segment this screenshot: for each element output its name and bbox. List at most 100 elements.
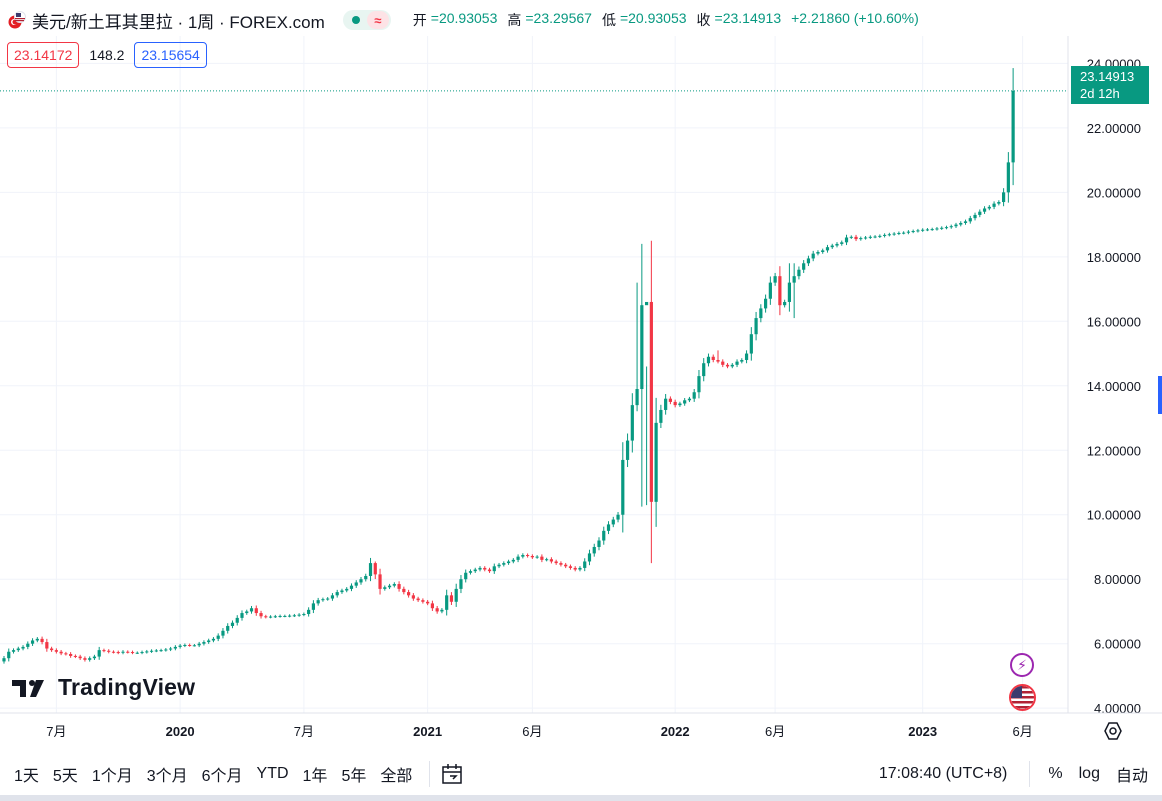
candle-body — [440, 609, 444, 612]
candle-body — [554, 561, 558, 564]
candle-body — [892, 233, 896, 235]
candle-body — [54, 650, 58, 652]
candle-body — [111, 651, 116, 653]
candle-body — [126, 651, 130, 653]
candle-body — [630, 405, 634, 441]
candle-body — [116, 652, 120, 654]
candle-body — [426, 601, 430, 604]
range-1m-button[interactable]: 1个月 — [91, 768, 133, 785]
x-tick-label: 7月 — [294, 724, 314, 739]
candle-body — [454, 588, 458, 602]
candle-body — [497, 564, 501, 567]
close-label: 收 — [696, 12, 711, 28]
range-6m-button[interactable]: 6个月 — [201, 768, 243, 785]
candle-body — [625, 440, 630, 460]
range-1d-button[interactable]: 1天 — [14, 768, 39, 785]
candle-body — [259, 613, 263, 617]
market-open-icon — [345, 11, 367, 29]
candle-body — [478, 567, 482, 570]
us-flag-icon[interactable] — [1009, 684, 1036, 711]
timezone-clock[interactable]: 17:08:40 (UTC+8) — [878, 765, 1008, 782]
symbol-title[interactable]: 美元/新土耳其里拉 · 1周 · FOREX.com — [32, 12, 325, 32]
range-5d-button[interactable]: 5天 — [52, 768, 78, 785]
candle-body — [721, 361, 725, 365]
candle-body — [821, 250, 825, 252]
candle-body — [811, 253, 815, 259]
candle-body — [768, 282, 772, 299]
auto-scale-button[interactable]: 自动 — [1115, 768, 1148, 785]
candle-body — [21, 646, 25, 649]
candle-body — [97, 650, 101, 657]
candle-body — [335, 592, 339, 596]
candle-body — [445, 595, 449, 610]
candle-body — [925, 229, 930, 231]
candle-body — [687, 398, 692, 401]
candle-body — [483, 567, 487, 570]
sell-price-button[interactable]: 23.14172 — [7, 42, 80, 68]
candle-body — [69, 654, 73, 656]
candle-body — [673, 401, 677, 406]
market-status-pill[interactable]: ≈ — [342, 10, 391, 30]
candle-body — [678, 403, 682, 406]
log-scale-button[interactable]: log — [1078, 765, 1100, 782]
range-all-button[interactable]: 全部 — [380, 768, 413, 785]
candle-body — [88, 658, 92, 660]
candle-body — [1011, 90, 1015, 163]
side-panel-handle[interactable] — [1158, 376, 1162, 414]
range-5y-button[interactable]: 5年 — [341, 768, 367, 785]
candle-body — [706, 356, 711, 364]
x-tick-label: 7月 — [46, 724, 66, 739]
candle-body — [183, 644, 187, 646]
y-tick-label: 20.00000 — [1087, 185, 1141, 200]
candle-body — [592, 546, 596, 554]
y-tick-label: 22.00000 — [1087, 121, 1141, 136]
candle-body — [159, 650, 163, 652]
candle-body — [902, 232, 906, 234]
candle-body — [154, 650, 158, 652]
candle-body — [549, 559, 553, 562]
candle-body — [173, 646, 177, 649]
chart-settings-icon[interactable] — [1103, 721, 1123, 741]
candle-body — [464, 572, 468, 580]
range-3m-button[interactable]: 3个月 — [146, 768, 188, 785]
candle-body — [873, 236, 877, 238]
high-value: =23.29567 — [525, 10, 592, 26]
range-ytd-button[interactable]: YTD — [256, 765, 289, 782]
bar-countdown: 2d 12h — [1080, 86, 1120, 101]
candle-body — [835, 243, 839, 246]
candle-body — [45, 642, 49, 649]
lightning-icon[interactable]: ⚡ — [1010, 653, 1034, 677]
usd-try-flags-icon — [8, 11, 26, 29]
candle-body — [973, 214, 977, 219]
percent-scale-button[interactable]: % — [1048, 765, 1063, 782]
candle-body — [7, 651, 11, 659]
candle-body — [649, 301, 653, 502]
candle-body — [164, 649, 168, 651]
candle-body — [83, 658, 87, 660]
candle-body — [40, 638, 44, 643]
legend-header: 美元/新土耳其里拉 · 1周 · FOREX.com ≈ 开 =20.93053 … — [8, 8, 925, 32]
candle-body — [754, 318, 758, 335]
candle-body — [854, 236, 858, 240]
candle-body — [968, 218, 972, 222]
bottom-toolbar: 1天 5天 1个月 3个月 6个月 YTD 1年 5年 全部 17:08:40 … — [0, 755, 1162, 793]
candle-body — [959, 222, 963, 225]
y-tick-label: 12.00000 — [1087, 443, 1141, 458]
candle-body — [78, 656, 82, 659]
candle-body — [254, 608, 258, 614]
candle-body — [316, 600, 320, 604]
buy-price-button[interactable]: 23.15654 — [134, 42, 207, 68]
toolbar-divider-right — [1029, 761, 1031, 787]
candle-body — [468, 571, 473, 573]
candle-body — [288, 615, 292, 617]
go-to-date-icon[interactable] — [440, 762, 464, 786]
tradingview-logo[interactable]: TradingView — [12, 674, 195, 701]
candle-body — [326, 598, 330, 600]
candle-body — [121, 651, 125, 653]
candle-body — [511, 559, 515, 562]
range-1y-button[interactable]: 1年 — [302, 768, 328, 785]
candle-body — [473, 569, 477, 572]
open-label: 开 — [412, 12, 427, 28]
